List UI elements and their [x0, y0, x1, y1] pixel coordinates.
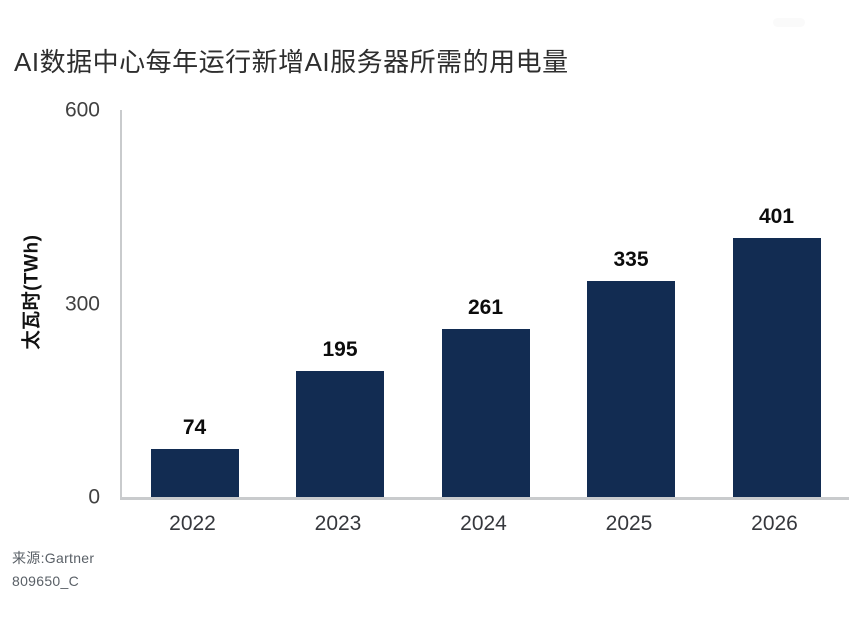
bar-2026	[732, 238, 821, 497]
bar-value-label: 401	[758, 205, 795, 229]
bars-layer: 74 195 261 335 401	[122, 110, 849, 497]
source-line-2: 809650_C	[12, 573, 80, 589]
x-axis-label: 2025	[605, 512, 653, 535]
source-line-1: 来源:Gartner	[12, 550, 95, 566]
x-axis-label: 2022	[169, 512, 216, 535]
bar-value-label: 195	[322, 338, 358, 362]
bar-2025	[587, 280, 675, 497]
source-note: 来源:Gartner 809650_C	[12, 547, 94, 593]
bar-value-label: 74	[182, 416, 207, 440]
y-tick-label: 300	[64, 292, 100, 315]
chart-title: AI数据中心每年运行新增AI服务器所需的用电量	[14, 47, 569, 77]
bar-2024	[441, 328, 530, 497]
bar-2022	[150, 449, 239, 497]
y-axis-ticks: 0 300 600	[0, 100, 100, 508]
watermark-smudge	[773, 18, 805, 27]
x-axis-labels: 2022 2023 2024 2025 2026	[120, 512, 849, 542]
x-axis-label: 2024	[460, 512, 507, 535]
bar-2023	[296, 371, 384, 497]
x-axis-label: 2023	[314, 512, 362, 535]
bar-value-label: 261	[467, 295, 504, 319]
plot-area: 74 195 261 335 401	[120, 110, 849, 500]
x-axis-label: 2026	[751, 512, 798, 535]
bar-value-label: 335	[613, 247, 649, 271]
y-tick-label: 0	[88, 485, 100, 509]
y-tick-label: 600	[64, 98, 100, 122]
